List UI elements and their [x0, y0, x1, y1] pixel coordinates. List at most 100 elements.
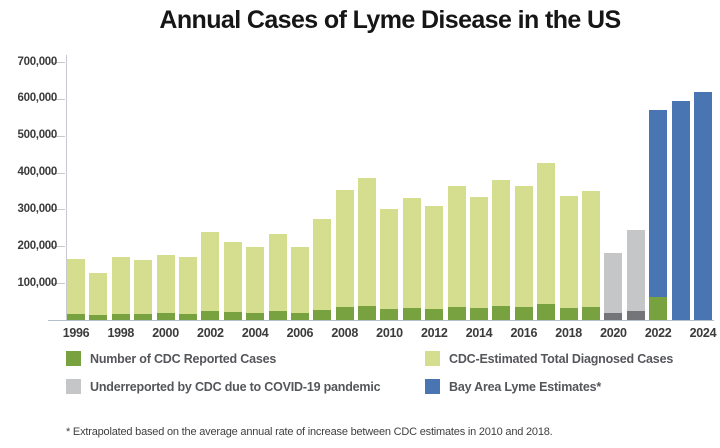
bar-2004: 2004	[242, 247, 269, 340]
bar-2001	[178, 257, 197, 320]
bar-2021-reported-segment	[626, 311, 645, 320]
bar-2021	[626, 229, 645, 320]
legend-label-reported: Number of CDC Reported Cases	[90, 351, 277, 366]
bar-1999-reported-segment	[134, 314, 153, 320]
x-axis-label-2000: 2000	[152, 326, 179, 340]
bar-2015	[492, 179, 511, 320]
y-axis-label: 600,000	[17, 92, 58, 105]
legend-item-bay-area: Bay Area Lyme Estimates*	[425, 379, 714, 394]
bar-2016: 2016	[511, 185, 537, 340]
bar-2007	[313, 219, 332, 320]
bar-2011-reported-segment	[402, 307, 421, 320]
bar-1998: 1998	[107, 257, 134, 340]
y-axis-tick	[49, 209, 65, 211]
bar-2018: 2018	[555, 195, 582, 340]
x-axis-label-2012: 2012	[420, 326, 448, 340]
bar-2000-reported-segment	[156, 313, 175, 320]
bar-2012-reported-segment	[425, 308, 444, 320]
x-axis-label-2024: 2024	[689, 326, 717, 340]
bar-2000: 2000	[152, 254, 179, 340]
bar-2012: 2012	[421, 206, 448, 340]
bar-2019-reported-segment	[581, 307, 600, 320]
legend-item-reported: Number of CDC Reported Cases	[66, 351, 425, 366]
bar-series: 1996 1998 2000 2002 2004 2006 2008 2010 2012 2014…	[63, 62, 717, 340]
bar-2006: 2006	[287, 246, 314, 340]
bar-2005-reported-segment	[268, 311, 287, 320]
legend-item-underreported: Underreported by CDC due to COVID-19 pan…	[66, 379, 425, 394]
bar-2002: 2002	[197, 232, 224, 340]
bar-2001-reported-segment	[178, 313, 197, 320]
y-axis-tick	[49, 62, 65, 63]
underreported-swatch-icon	[66, 379, 81, 394]
x-axis-label-2018: 2018	[555, 326, 582, 340]
x-axis-label-2006: 2006	[286, 326, 314, 340]
x-axis-label-2022: 2022	[644, 326, 672, 340]
bar-2003-reported-segment	[223, 312, 242, 320]
legend: Number of CDC Reported Cases CDC-Estimat…	[66, 351, 714, 394]
bar-2024: 2024	[690, 91, 717, 340]
bar-1997	[89, 272, 108, 320]
chart-title: Annual Cases of Lyme Disease in the US	[159, 6, 621, 34]
x-axis-label-2016: 2016	[510, 326, 538, 340]
bar-2009	[358, 178, 377, 320]
bar-1996: 1996	[63, 259, 90, 340]
x-axis-label-2008: 2008	[331, 326, 358, 340]
bar-2010: 2010	[376, 208, 403, 340]
bar-2015-reported-segment	[492, 305, 511, 320]
bar-2014: 2014	[466, 196, 493, 340]
legend-label-estimated: CDC-Estimated Total Diagnosed Cases	[449, 351, 674, 366]
bar-2011	[402, 198, 421, 320]
bar-2020-reported-segment	[604, 313, 623, 320]
bar-2018-reported-segment	[559, 307, 578, 320]
y-axis-label: 100,000	[17, 276, 58, 289]
estimated-cases-swatch-icon	[425, 351, 440, 366]
y-axis-label: 400,000	[17, 166, 58, 179]
bar-2014-reported-segment	[470, 307, 489, 320]
legend-item-estimated: CDC-Estimated Total Diagnosed Cases	[425, 351, 714, 366]
x-axis-label-2020: 2020	[600, 326, 627, 340]
bar-2006-reported-segment	[290, 312, 309, 320]
bar-2023	[671, 100, 690, 320]
bar-2003	[223, 241, 242, 320]
bar-2019	[581, 191, 600, 320]
bar-2022-reported-segment	[649, 296, 668, 320]
y-axis	[66, 55, 67, 320]
bar-1996-reported-segment	[67, 313, 85, 320]
bar-2020: 2020	[600, 252, 627, 340]
y-axis-tick	[49, 283, 65, 285]
y-axis-tick	[49, 135, 65, 137]
bar-1998-reported-segment	[111, 313, 130, 320]
bar-2013	[447, 186, 466, 320]
legend-label-bay-area: Bay Area Lyme Estimates*	[449, 379, 601, 394]
bar-2005	[268, 234, 287, 320]
x-axis-label-2014: 2014	[465, 326, 493, 340]
y-axis-tick	[49, 246, 65, 248]
bar-2002-reported-segment	[201, 311, 220, 320]
footnote: * Extrapolated based on the average annu…	[66, 426, 553, 438]
y-axis-label: 300,000	[17, 202, 58, 215]
x-axis-label-2004: 2004	[241, 326, 269, 340]
y-axis-tick	[49, 98, 65, 100]
y-axis-label: 700,000	[17, 55, 58, 68]
x-axis-label-1998: 1998	[107, 326, 135, 340]
bar-2017-reported-segment	[537, 304, 556, 320]
bar-2008: 2008	[331, 190, 358, 340]
legend-label-underreported: Underreported by CDC due to COVID-19 pan…	[90, 379, 381, 394]
plot-area: 700,000 600,000 500,000 400,000 300,000 200,0…	[17, 55, 717, 340]
y-axis-label: 200,000	[17, 239, 58, 252]
x-axis-label-1996: 1996	[62, 326, 90, 340]
bar-1999	[134, 259, 153, 320]
x-axis	[48, 320, 714, 321]
y-axis-label: 500,000	[17, 129, 58, 142]
bar-2004-reported-segment	[246, 312, 265, 320]
bar-2013-reported-segment	[447, 306, 466, 320]
bar-2016-reported-segment	[514, 306, 533, 320]
bay-area-swatch-icon	[425, 379, 440, 394]
bar-2017	[537, 162, 556, 320]
bar-1997-reported-segment	[89, 315, 108, 320]
reported-cases-swatch-icon	[66, 351, 81, 366]
bar-2010-reported-segment	[380, 308, 399, 320]
x-axis-label-2010: 2010	[376, 326, 403, 340]
bar-2007-reported-segment	[313, 309, 332, 320]
